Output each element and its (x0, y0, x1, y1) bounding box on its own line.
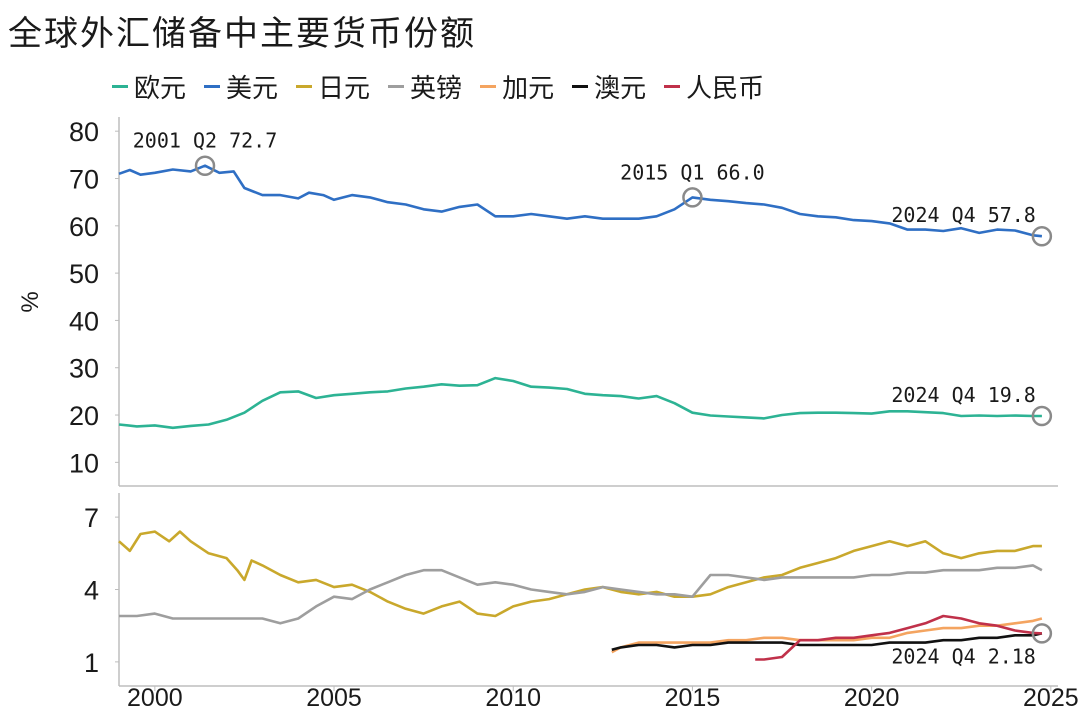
annotation-marker (682, 187, 703, 208)
legend-item: 美元 (204, 68, 278, 105)
legend-label: 澳元 (594, 74, 647, 104)
legend-label: 加元 (502, 74, 555, 104)
legend-item: 英镑 (388, 68, 462, 105)
annotation-label: 2015 Q1 66.0 (620, 160, 765, 184)
legend-item: 澳元 (572, 68, 646, 105)
legend-item: 欧元 (112, 68, 186, 105)
annotation-label: 2024 Q4 2.18 (891, 644, 1036, 668)
annotation-label: 2001 Q2 72.7 (133, 129, 278, 153)
legend-swatch (296, 85, 313, 88)
bottom-y-tick-label: 1 (84, 648, 99, 678)
x-tick-label: 2020 (844, 684, 900, 712)
top-y-tick-label: 30 (69, 354, 99, 384)
annotation-label: 2024 Q4 19.8 (891, 383, 1036, 407)
legend-label: 日元 (318, 74, 371, 104)
legend: 欧元 美元 日元 英镑 加元 澳元 人民币 (112, 68, 764, 105)
chart-title: 全球外汇储备中主要货币份额 (8, 14, 476, 54)
x-tick-label: 2005 (306, 684, 362, 712)
annotation-label: 2024 Q4 57.8 (891, 203, 1036, 227)
legend-label: 英镑 (410, 74, 463, 104)
annotation-marker (1031, 225, 1053, 247)
series-line-欧元 (118, 376, 1042, 430)
bottom-y-tick-label: 4 (84, 576, 99, 606)
annotation-marker (1031, 623, 1053, 644)
legend-item: 加元 (480, 68, 554, 105)
legend-swatch (204, 85, 221, 88)
legend-item: 日元 (296, 68, 370, 105)
top-y-tick-label: 10 (69, 448, 99, 478)
top-y-tick-label: 60 (69, 212, 99, 242)
series-line-日元 (118, 530, 1042, 618)
legend-swatch (480, 85, 497, 88)
annotation-marker (1031, 405, 1053, 427)
bottom-y-tick-label: 7 (84, 503, 99, 533)
series-line-美元 (118, 164, 1043, 238)
top-y-tick-label: 40 (69, 306, 99, 336)
legend-label: 人民币 (686, 74, 765, 104)
series-line-英镑 (119, 564, 1043, 625)
x-tick-label: 2010 (485, 684, 541, 712)
legend-swatch (112, 85, 128, 88)
legend-swatch (664, 85, 681, 88)
top-y-tick-label: 20 (69, 401, 99, 431)
legend-item: 人民币 (664, 68, 764, 105)
annotation-marker (194, 155, 216, 176)
top-y-tick-label: 80 (69, 117, 99, 147)
x-tick-label: 2025 (1023, 684, 1079, 712)
series-line-人民币 (755, 614, 1042, 661)
legend-swatch (572, 85, 589, 88)
x-tick-label: 2015 (665, 684, 721, 712)
top-y-tick-label: 50 (69, 259, 99, 289)
legend-swatch (388, 85, 405, 88)
top-y-tick-label: 70 (69, 165, 99, 195)
top-y-axis-label: % (17, 291, 44, 312)
x-tick-label: 2000 (127, 684, 183, 712)
legend-label: 美元 (226, 74, 279, 104)
series-line-澳元 (611, 632, 1043, 652)
legend-label: 欧元 (134, 74, 187, 104)
